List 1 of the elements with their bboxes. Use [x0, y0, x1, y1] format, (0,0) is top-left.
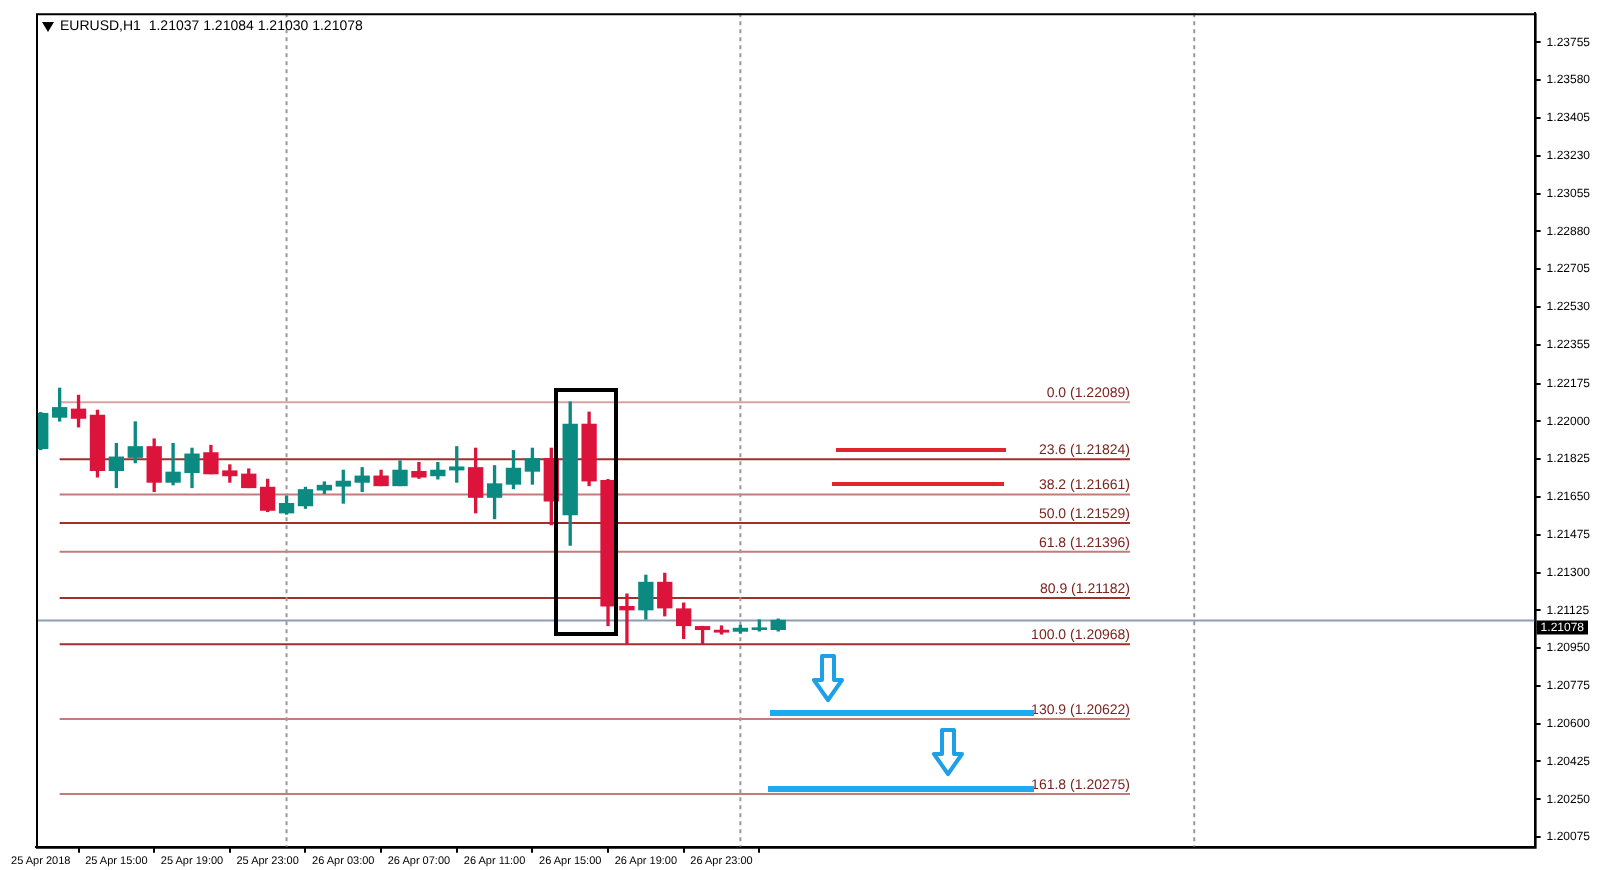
- candlestick: [619, 593, 635, 645]
